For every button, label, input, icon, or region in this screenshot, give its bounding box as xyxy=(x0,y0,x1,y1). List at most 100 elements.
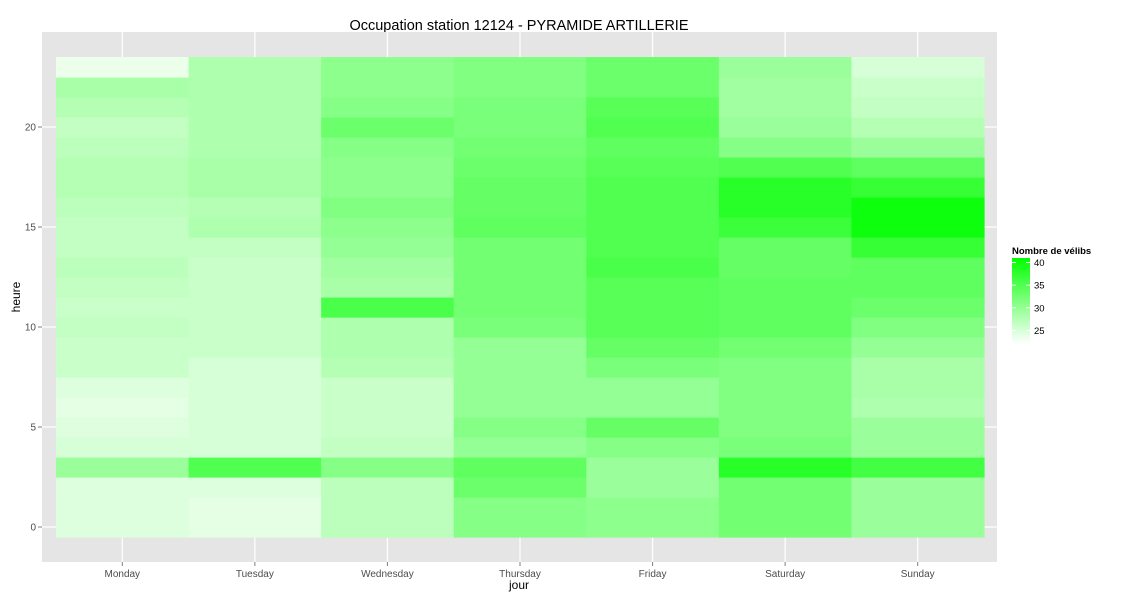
heatmap-cell xyxy=(453,337,587,358)
legend-tick-label: 35 xyxy=(1034,281,1045,292)
heatmap-cell xyxy=(851,417,985,438)
heatmap-cell xyxy=(321,217,455,238)
x-tick-label: Friday xyxy=(639,569,667,580)
heatmap-cell xyxy=(188,177,322,198)
heatmap-cell xyxy=(586,57,720,78)
heatmap-cell xyxy=(453,217,587,238)
heatmap-cell xyxy=(56,297,190,318)
heatmap-cell xyxy=(718,257,853,278)
heatmap-cell xyxy=(56,237,190,258)
heatmap-cell xyxy=(851,177,985,198)
heatmap-cell xyxy=(56,477,190,498)
heatmap-cell xyxy=(718,157,853,178)
heatmap-cell xyxy=(718,197,853,218)
heatmap-cell xyxy=(188,417,322,438)
heatmap-cell xyxy=(718,337,853,358)
heatmap-cell xyxy=(718,137,853,158)
heatmap-cells xyxy=(56,57,985,538)
heatmap-cell xyxy=(56,57,190,78)
heatmap-cell xyxy=(453,397,587,418)
heatmap-cell xyxy=(188,237,322,258)
heatmap-cell xyxy=(718,77,853,98)
heatmap-cell xyxy=(188,217,322,238)
x-tick-label: Monday xyxy=(104,569,140,580)
heatmap-cell xyxy=(586,317,720,338)
heatmap-cell xyxy=(321,77,455,98)
legend-tick-label: 30 xyxy=(1034,303,1045,314)
heatmap-cell xyxy=(321,397,455,418)
heatmap-cell xyxy=(586,357,720,378)
heatmap-cell xyxy=(56,317,190,338)
y-axis-ticks: 0 5 10 15 20 xyxy=(25,123,42,534)
heatmap-cell xyxy=(851,77,985,98)
heatmap-cell xyxy=(188,157,322,178)
heatmap-cell xyxy=(586,497,720,518)
heatmap-cell xyxy=(56,197,190,218)
heatmap-cell xyxy=(188,97,322,118)
heatmap-cell xyxy=(586,517,720,538)
heatmap-cell xyxy=(718,277,853,298)
heatmap-cell xyxy=(321,317,455,338)
heatmap-cell xyxy=(188,137,322,158)
heatmap-cell xyxy=(188,197,322,218)
heatmap-cell xyxy=(851,137,985,158)
heatmap-cell xyxy=(321,337,455,358)
heatmap-cell xyxy=(586,177,720,198)
heatmap-cell xyxy=(321,277,455,298)
heatmap-cell xyxy=(56,257,190,278)
heatmap-cell xyxy=(453,277,587,298)
heatmap-cell xyxy=(851,57,985,78)
heatmap-cell xyxy=(453,117,587,138)
heatmap-cell xyxy=(56,337,190,358)
heatmap-cell xyxy=(453,97,587,118)
heatmap-cell xyxy=(851,357,985,378)
heatmap-cell xyxy=(188,497,322,518)
heatmap-cell xyxy=(56,77,190,98)
heatmap-cell xyxy=(56,357,190,378)
heatmap-cell xyxy=(586,337,720,358)
heatmap-cell xyxy=(453,137,587,158)
heatmap-cell xyxy=(453,377,587,398)
heatmap-cell xyxy=(718,117,853,138)
heatmap-cell xyxy=(718,217,853,238)
heatmap-cell xyxy=(321,357,455,378)
heatmap-cell xyxy=(188,457,322,478)
heatmap-cell xyxy=(56,157,190,178)
heatmap-cell xyxy=(718,517,853,538)
heatmap-cell xyxy=(188,257,322,278)
heatmap-cell xyxy=(851,257,985,278)
heatmap-cell xyxy=(851,377,985,398)
heatmap-cell xyxy=(586,437,720,458)
chart-title: Occupation station 12124 - PYRAMIDE ARTI… xyxy=(349,18,688,34)
heatmap-cell xyxy=(188,437,322,458)
heatmap-cell xyxy=(851,117,985,138)
heatmap-cell xyxy=(188,517,322,538)
heatmap-cell xyxy=(321,97,455,118)
heatmap-cell xyxy=(321,177,455,198)
heatmap-cell xyxy=(321,517,455,538)
heatmap-cell xyxy=(188,57,322,78)
heatmap-cell xyxy=(718,417,853,438)
heatmap-cell xyxy=(453,457,587,478)
heatmap-cell xyxy=(188,77,322,98)
heatmap-cell xyxy=(718,397,853,418)
y-axis-title: heure xyxy=(9,281,23,312)
heatmap-cell xyxy=(321,237,455,258)
heatmap-cell xyxy=(851,337,985,358)
heatmap-cell xyxy=(586,417,720,438)
heatmap-cell xyxy=(718,177,853,198)
heatmap-cell xyxy=(321,257,455,278)
legend-tick-label: 25 xyxy=(1034,326,1045,337)
heatmap-cell xyxy=(718,437,853,458)
heatmap-cell xyxy=(586,257,720,278)
heatmap-cell xyxy=(56,437,190,458)
heatmap-cell xyxy=(586,297,720,318)
x-tick-label: Wednesday xyxy=(361,569,414,580)
heatmap-cell xyxy=(851,97,985,118)
heatmap-cell xyxy=(851,437,985,458)
heatmap-cell xyxy=(586,277,720,298)
heatmap-cell xyxy=(56,417,190,438)
heatmap-cell xyxy=(321,377,455,398)
y-tick-label: 20 xyxy=(25,123,37,134)
